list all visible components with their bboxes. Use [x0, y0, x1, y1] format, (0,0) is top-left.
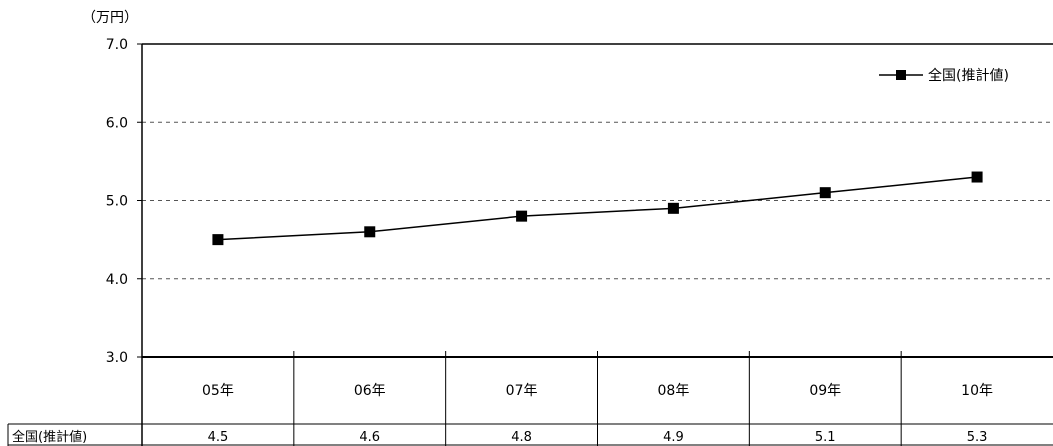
table-value-cell: 4.9: [663, 430, 684, 445]
y-tick-label: 7.0: [106, 37, 128, 53]
y-tick-label: 5.0: [106, 194, 128, 210]
table-value-cell: 4.8: [511, 430, 532, 445]
data-point-marker: [516, 210, 528, 222]
legend-label: 全国(推計値): [928, 67, 1009, 84]
data-point-marker: [971, 171, 983, 183]
y-axis-unit-label: （万円）: [82, 10, 138, 26]
gridlines: [142, 121, 1053, 280]
x-category-label: 09年: [809, 383, 841, 399]
table-value-cell: 4.5: [208, 430, 229, 445]
data-point-marker: [667, 202, 679, 214]
series-line: [217, 176, 978, 241]
y-axis-ticks: 3.0 4.0 5.0 6.0 7.0: [106, 37, 142, 366]
legend-marker-icon: [896, 70, 906, 80]
x-category-label: 05年: [202, 383, 234, 399]
series-markers: [212, 171, 983, 246]
x-category-label: 10年: [961, 383, 993, 399]
x-category-label: 06年: [354, 383, 386, 399]
table-row-header: 全国(推計値): [12, 429, 87, 445]
table-labels: 05年 06年 07年 08年 09年 10年 4.5 4.6 4.8 4.9 5.1 5.3 全国(推…: [12, 383, 993, 445]
table-value-cell: 5.1: [815, 430, 836, 445]
y-tick-label: 3.0: [106, 350, 128, 366]
data-point-marker: [364, 226, 376, 238]
y-tick-label: 4.0: [106, 272, 128, 288]
data-table: [7, 351, 1053, 446]
data-point-marker: [819, 187, 831, 199]
x-category-label: 07年: [506, 383, 538, 399]
data-point-marker: [212, 234, 224, 246]
legend: 全国(推計値): [879, 67, 1009, 84]
y-tick-label: 6.0: [106, 115, 128, 131]
table-value-cell: 5.3: [967, 430, 988, 445]
table-value-cell: 4.6: [359, 430, 380, 445]
x-category-label: 08年: [658, 383, 690, 399]
